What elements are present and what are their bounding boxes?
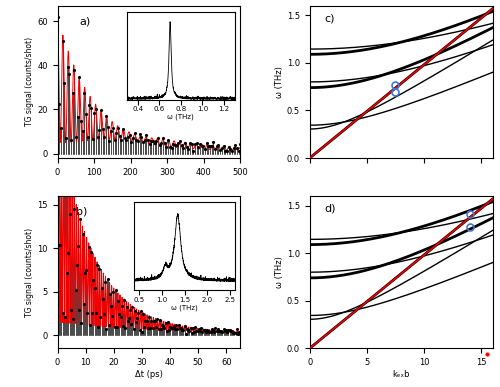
Text: c): c) (324, 14, 335, 24)
Y-axis label: ω (THz): ω (THz) (275, 66, 284, 98)
Y-axis label: TG signal (counts/shot): TG signal (counts/shot) (26, 228, 35, 317)
X-axis label: kₑₓb: kₑₓb (392, 370, 410, 379)
Text: d): d) (324, 204, 336, 214)
Y-axis label: TG signal (counts/shot): TG signal (counts/shot) (26, 38, 35, 127)
X-axis label: Δt (ps): Δt (ps) (135, 370, 163, 379)
Text: b): b) (76, 207, 87, 217)
Y-axis label: ω (THz): ω (THz) (275, 256, 284, 288)
Text: a): a) (80, 17, 90, 26)
